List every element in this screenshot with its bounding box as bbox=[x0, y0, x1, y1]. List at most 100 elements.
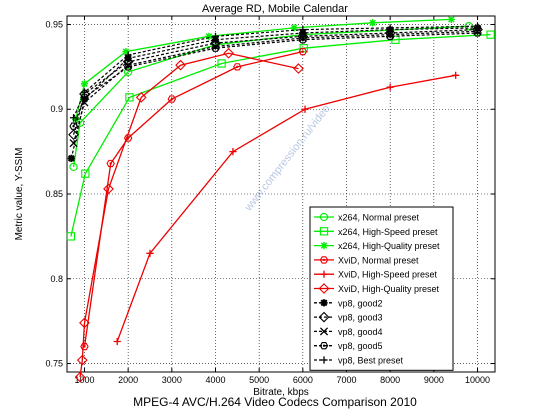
x-tick-label: 5000 bbox=[249, 375, 269, 385]
data-point-center bbox=[83, 96, 86, 99]
data-point bbox=[298, 36, 308, 44]
data-point bbox=[123, 67, 133, 77]
data-point bbox=[113, 337, 121, 346]
legend: x264, Normal preset x264, High-Speed pres… bbox=[309, 206, 454, 371]
data-point-center bbox=[170, 97, 174, 101]
series-line bbox=[72, 25, 469, 167]
series-line bbox=[83, 50, 303, 347]
series-4 bbox=[113, 71, 460, 346]
x-tick-label: 4000 bbox=[205, 375, 225, 385]
data-point bbox=[223, 47, 234, 59]
series-5 bbox=[74, 47, 304, 383]
legend-label: x264, High-Speed preset bbox=[338, 227, 438, 237]
x-tick-label: 1000 bbox=[74, 375, 94, 385]
legend-marker bbox=[320, 299, 328, 307]
data-point bbox=[106, 159, 115, 168]
data-point-center bbox=[301, 38, 305, 41]
data-point bbox=[74, 371, 86, 383]
data-point bbox=[66, 232, 76, 241]
data-point-center bbox=[214, 47, 217, 50]
data-point bbox=[125, 93, 134, 102]
x-tick-label: 10000 bbox=[465, 375, 490, 385]
data-point-center bbox=[476, 31, 479, 35]
legend-marker-center bbox=[322, 258, 326, 262]
legend-marker bbox=[319, 212, 329, 222]
y-axis-label: Metric value, Y-SSIM bbox=[14, 148, 25, 241]
data-point-center bbox=[126, 65, 130, 69]
data-point bbox=[80, 88, 89, 96]
data-point bbox=[211, 44, 220, 52]
data-point bbox=[175, 59, 186, 71]
data-point bbox=[217, 59, 226, 68]
y-tick-label: 0.85 bbox=[45, 189, 63, 199]
series-line bbox=[79, 52, 299, 378]
x-tick-label: 6000 bbox=[293, 375, 313, 385]
data-point bbox=[486, 30, 495, 39]
data-point bbox=[123, 134, 133, 142]
legend-label: vp8, good3 bbox=[338, 313, 383, 323]
legend-label: XviD, Normal preset bbox=[338, 255, 419, 265]
data-point bbox=[79, 317, 90, 329]
legend-marker bbox=[320, 356, 328, 364]
data-point bbox=[369, 19, 377, 27]
x-tick-label: 8000 bbox=[380, 375, 400, 385]
data-point bbox=[386, 24, 394, 32]
data-point bbox=[80, 342, 89, 351]
legend-marker bbox=[318, 311, 330, 323]
y-tick-label: 0.8 bbox=[50, 274, 63, 284]
legend-label: vp8, Best preset bbox=[338, 356, 404, 366]
data-point bbox=[473, 29, 482, 37]
series-line bbox=[70, 33, 491, 237]
data-point bbox=[211, 32, 220, 40]
data-point bbox=[103, 183, 114, 195]
chart-title: Average RD, Mobile Calendar bbox=[202, 3, 348, 15]
legend-label: x264, Normal preset bbox=[338, 213, 420, 223]
data-point bbox=[293, 63, 304, 74]
data-point bbox=[124, 61, 133, 70]
data-point bbox=[69, 122, 78, 130]
data-point bbox=[473, 22, 482, 30]
series-line bbox=[116, 74, 456, 342]
data-point bbox=[81, 169, 90, 178]
x-tick-label: 7000 bbox=[336, 375, 356, 385]
data-point bbox=[385, 32, 395, 41]
series-10 bbox=[69, 22, 482, 122]
data-point bbox=[229, 148, 237, 156]
legend-label: x264, High-Quality preset bbox=[338, 241, 440, 251]
legend-marker bbox=[319, 342, 329, 350]
data-point bbox=[67, 154, 75, 162]
data-point bbox=[80, 80, 89, 88]
data-point bbox=[298, 33, 307, 43]
series-2 bbox=[72, 15, 455, 124]
data-point bbox=[233, 63, 242, 71]
data-point bbox=[298, 47, 308, 56]
data-point bbox=[299, 25, 307, 34]
legend-label: XviD, High-Quality preset bbox=[338, 284, 440, 294]
legend-marker bbox=[319, 256, 329, 264]
y-tick-label: 0.95 bbox=[45, 19, 63, 29]
data-point-center bbox=[388, 35, 392, 38]
legend-marker bbox=[320, 270, 328, 278]
legend-label: vp8, good5 bbox=[338, 341, 383, 351]
data-point bbox=[167, 95, 177, 103]
data-point bbox=[69, 114, 78, 122]
data-point bbox=[473, 27, 482, 36]
legend-marker bbox=[318, 283, 330, 294]
data-point bbox=[386, 30, 395, 39]
data-point bbox=[386, 83, 394, 91]
y-tick-label: 0.75 bbox=[45, 359, 63, 369]
data-point bbox=[135, 91, 147, 103]
legend-label: XviD, High-Speed preset bbox=[338, 270, 438, 280]
data-point bbox=[76, 354, 88, 366]
data-point-center bbox=[109, 162, 112, 165]
data-point bbox=[122, 48, 130, 56]
legend-marker bbox=[319, 227, 329, 236]
data-point bbox=[452, 71, 460, 79]
legend-marker bbox=[320, 242, 328, 250]
data-point bbox=[447, 15, 455, 23]
x-tick-label: 2000 bbox=[118, 375, 138, 385]
data-point bbox=[290, 24, 298, 32]
data-point bbox=[146, 249, 154, 257]
x-tick-label: 9000 bbox=[424, 375, 444, 385]
